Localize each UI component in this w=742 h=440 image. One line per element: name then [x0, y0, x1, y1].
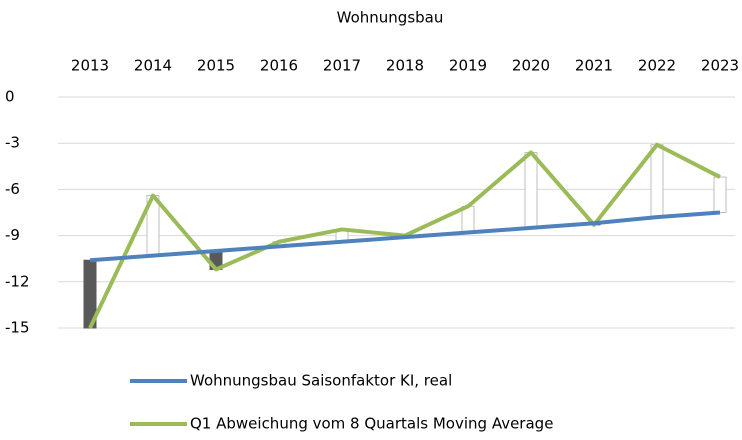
- up-bar: [524, 151, 538, 229]
- x-tick-label: 2020: [512, 57, 550, 75]
- x-tick-label: 2013: [71, 57, 109, 75]
- x-tick-label: 2015: [197, 57, 235, 75]
- chart-title: Wohnungsbau: [337, 9, 444, 27]
- x-tick-label: 2023: [701, 57, 739, 75]
- x-tick-label: 2014: [134, 57, 172, 75]
- series-line: [89, 210, 721, 263]
- grid: [58, 96, 735, 329]
- up-bar: [650, 144, 664, 218]
- lines: [88, 142, 721, 329]
- y-tick-label: -12: [5, 272, 30, 290]
- y-tick-label: -15: [5, 319, 30, 337]
- x-tick-label: 2018: [386, 57, 424, 75]
- up-down-bars: [83, 144, 727, 329]
- x-tick-label: 2021: [575, 57, 613, 75]
- x-tick-label: 2022: [638, 57, 676, 75]
- up-bar: [713, 176, 727, 213]
- y-tick-label: -3: [5, 134, 20, 152]
- x-tick-label: 2019: [449, 57, 487, 75]
- x-tick-label: 2016: [260, 57, 298, 75]
- y-tick-label: 0: [5, 88, 15, 106]
- y-tick-label: -9: [5, 226, 20, 244]
- y-tick-label: -6: [5, 180, 20, 198]
- legend-label: Wohnungsbau Saisonfaktor KI, real: [190, 372, 452, 390]
- legend-label: Q1 Abweichung vom 8 Quartals Moving Aver…: [190, 415, 553, 433]
- legend: Wohnungsbau Saisonfaktor KI, real Q1 Abwe…: [130, 372, 553, 433]
- labels: 0 -3 -6 -9 -12 -15 2013 2014 2015 2016 2017 2018 201…: [5, 57, 739, 337]
- x-tick-label: 2017: [323, 57, 361, 75]
